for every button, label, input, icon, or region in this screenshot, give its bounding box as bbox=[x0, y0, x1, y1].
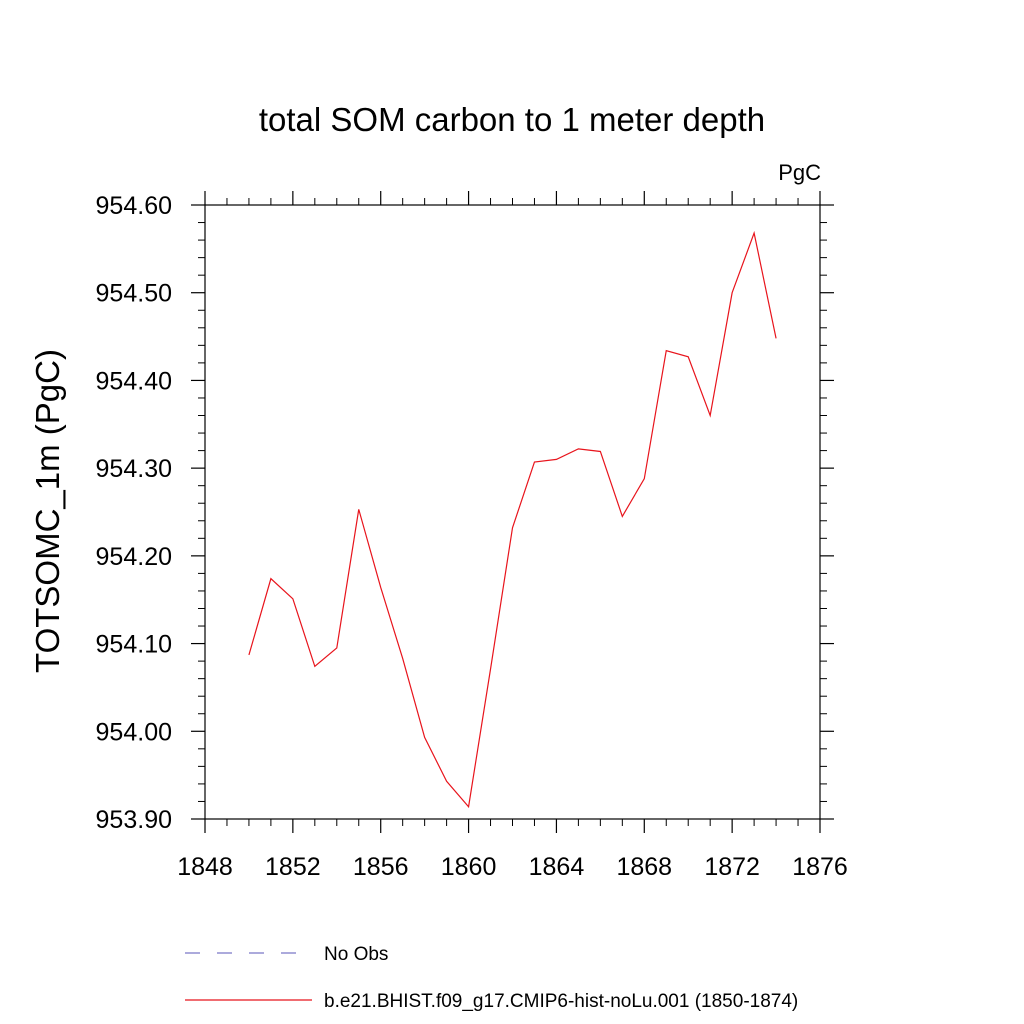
units-label: PgC bbox=[778, 160, 821, 185]
y-tick-label: 953.90 bbox=[96, 806, 172, 834]
x-tick-label: 1852 bbox=[265, 853, 321, 881]
y-tick-label: 954.10 bbox=[96, 631, 172, 659]
y-tick-label: 954.40 bbox=[96, 367, 172, 395]
chart-title: total SOM carbon to 1 meter depth bbox=[259, 101, 765, 138]
x-tick-label: 1868 bbox=[616, 853, 672, 881]
legend-item-no-obs: No Obs bbox=[185, 944, 388, 965]
x-tick-label: 1876 bbox=[792, 853, 848, 881]
legend: No Obs b.e21.BHIST.f09_g17.CMIP6-hist-no… bbox=[185, 944, 798, 1012]
y-tick-label: 954.00 bbox=[96, 718, 172, 746]
y-tick-label: 954.30 bbox=[96, 455, 172, 483]
x-tick-label: 1856 bbox=[353, 853, 409, 881]
plot-frame bbox=[204, 204, 821, 820]
y-axis-ticks: 953.90 954.00 954.10 954.20 954.30 954.40 954.… bbox=[96, 192, 834, 834]
x-tick-label: 1872 bbox=[704, 853, 760, 881]
y-axis-label: TOTSOMC_1m (PgC) bbox=[29, 349, 66, 673]
series-layer bbox=[248, 230, 777, 809]
series-line bbox=[248, 230, 777, 809]
legend-item-series: b.e21.BHIST.f09_g17.CMIP6-hist-noLu.001 … bbox=[185, 991, 798, 1012]
y-tick-label: 954.60 bbox=[96, 192, 172, 220]
y-tick-label: 954.20 bbox=[96, 543, 172, 571]
x-tick-label: 1860 bbox=[441, 853, 497, 881]
x-tick-label: 1848 bbox=[177, 853, 233, 881]
legend-label: b.e21.BHIST.f09_g17.CMIP6-hist-noLu.001 … bbox=[324, 991, 798, 1012]
x-axis-ticks: 1848 1852 1856 1860 1864 1868 1872 1876 bbox=[177, 191, 848, 881]
y-tick-label: 954.50 bbox=[96, 280, 172, 308]
x-tick-label: 1864 bbox=[529, 853, 585, 881]
legend-label: No Obs bbox=[324, 944, 388, 965]
